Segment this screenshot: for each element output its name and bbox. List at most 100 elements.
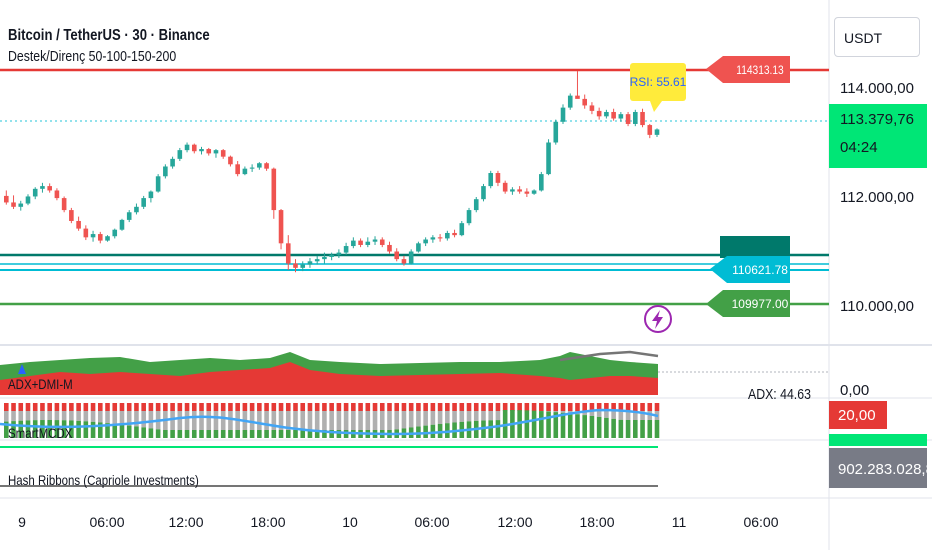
adx-pane-label[interactable]: ADX+DMI-M (8, 376, 73, 392)
mcdx-bar-bear (170, 403, 175, 411)
mcdx-bar-bear (163, 403, 168, 411)
mcdx-bar-bear (387, 403, 392, 411)
mcdx-bar-bear (83, 403, 89, 411)
mcdx-bar-bear (47, 403, 52, 411)
candle (618, 114, 624, 119)
hash-ribbons-pane-label[interactable]: Hash Ribbons (Capriole Investments) (8, 472, 199, 488)
mcdx-bar-bear (242, 403, 248, 411)
mcdx-bar-bear (546, 403, 551, 411)
mcdx-bar-neutral (300, 411, 306, 430)
mcdx-bar-bear (11, 403, 16, 411)
mcdx-bar-neutral (322, 411, 327, 430)
mcdx-bar-bear (379, 403, 385, 411)
resistance-tag: 114313.13 (706, 56, 790, 83)
mcdx-bar-bear (351, 403, 356, 411)
mcdx-bar-bull (517, 410, 522, 438)
smartmcdx-pane-label[interactable]: SmartMCDX (8, 425, 73, 441)
mcdx-bar-bull (220, 430, 226, 438)
smartmcdx-pane[interactable] (0, 403, 660, 438)
mcdx-bar-bull (524, 410, 530, 438)
mcdx-bar-neutral (148, 411, 154, 429)
mcdx-bar-bull (141, 427, 146, 438)
candle (647, 125, 653, 135)
mcdx-bar-bear (148, 403, 154, 411)
mcdx-bar-bull (32, 420, 38, 438)
candle (589, 105, 595, 111)
mcdx-bar-bull (604, 417, 609, 438)
candle (596, 110, 602, 117)
candle (604, 111, 609, 117)
mcdx-bar-bear (654, 403, 660, 411)
mcdx-bar-bull (11, 421, 16, 438)
candle (437, 237, 443, 239)
candle (97, 234, 103, 241)
mcdx-bar-bear (293, 403, 298, 411)
mcdx-bar-bull (257, 430, 262, 438)
mcdx-bar-bull (654, 420, 660, 438)
mcdx-bar-bull (25, 420, 31, 438)
mcdx-bar-bear (61, 403, 67, 411)
mcdx-bar-neutral (343, 411, 349, 430)
mcdx-bar-neutral (264, 411, 269, 430)
mcdx-bar-bear (539, 403, 544, 411)
candle (531, 190, 537, 194)
mcdx-bar-neutral (430, 411, 436, 425)
candle (466, 210, 472, 224)
candle (358, 240, 363, 245)
mcdx-bar-neutral (358, 411, 363, 430)
candle (654, 129, 660, 135)
time-tick: 11 (672, 514, 687, 530)
mcdx-bar-neutral (177, 411, 183, 430)
candle (271, 168, 277, 211)
mcdx-bar-bear (495, 403, 501, 411)
mcdx-bar-bear (553, 403, 559, 411)
candle (47, 186, 52, 191)
mcdx-bar-neutral (213, 411, 219, 430)
mcdx-bar-neutral (285, 411, 291, 430)
mcdx-bar-neutral (126, 411, 132, 426)
candle (285, 243, 291, 264)
candle (155, 176, 161, 192)
candle (199, 149, 204, 152)
mcdx-bar-neutral (589, 411, 595, 416)
mcdx-bar-neutral (473, 411, 479, 421)
candle (242, 168, 248, 175)
mcdx-bar-neutral (105, 411, 110, 424)
candle (293, 263, 298, 268)
hash-axis-tag-green (829, 434, 927, 446)
mcdx-bar-neutral (307, 411, 313, 430)
mcdx-bar-neutral (228, 411, 233, 430)
mcdx-bar-bull (336, 430, 342, 438)
mcdx-bar-bear (452, 403, 457, 411)
candle (625, 114, 631, 124)
mcdx-bar-bear (502, 403, 508, 411)
mcdx-bar-bear (625, 403, 631, 411)
mcdx-bar-neutral (18, 411, 24, 421)
time-tick: 12:00 (497, 514, 532, 530)
symbol-title[interactable]: Bitcoin / TetherUS · 30 · Binance (8, 27, 210, 44)
rsi-bubble-label: RSI: 55.61 (630, 75, 687, 89)
mcdx-bar-bear (416, 403, 421, 411)
indicator-title[interactable]: Destek/Direnç 50-100-150-200 (8, 48, 177, 65)
price-tick-114000: 114.000,00 (840, 80, 914, 97)
adx-pane[interactable] (0, 350, 829, 395)
candle (423, 239, 428, 244)
currency-selector[interactable]: USDT (834, 17, 920, 57)
mcdx-bar-bear (90, 403, 96, 411)
mcdx-bar-neutral (351, 411, 356, 430)
candle (148, 191, 154, 199)
adx-value-label: ADX: 44.63 (748, 386, 811, 403)
mcdx-bar-bear (488, 403, 494, 411)
candle (177, 150, 183, 159)
mcdx-bar-bull (437, 423, 443, 438)
mcdx-bar-bull (531, 410, 537, 438)
mcdx-bar-bull (271, 430, 277, 438)
mcdx-bar-bull (300, 430, 306, 438)
mcdx-bar-neutral (170, 411, 175, 430)
lightning-icon[interactable] (644, 305, 672, 333)
mcdx-bar-neutral (11, 411, 16, 422)
resistance-tag-label: 114313.13 (736, 64, 783, 77)
mcdx-bar-bear (314, 403, 320, 411)
mcdx-bar-bear (481, 403, 486, 411)
